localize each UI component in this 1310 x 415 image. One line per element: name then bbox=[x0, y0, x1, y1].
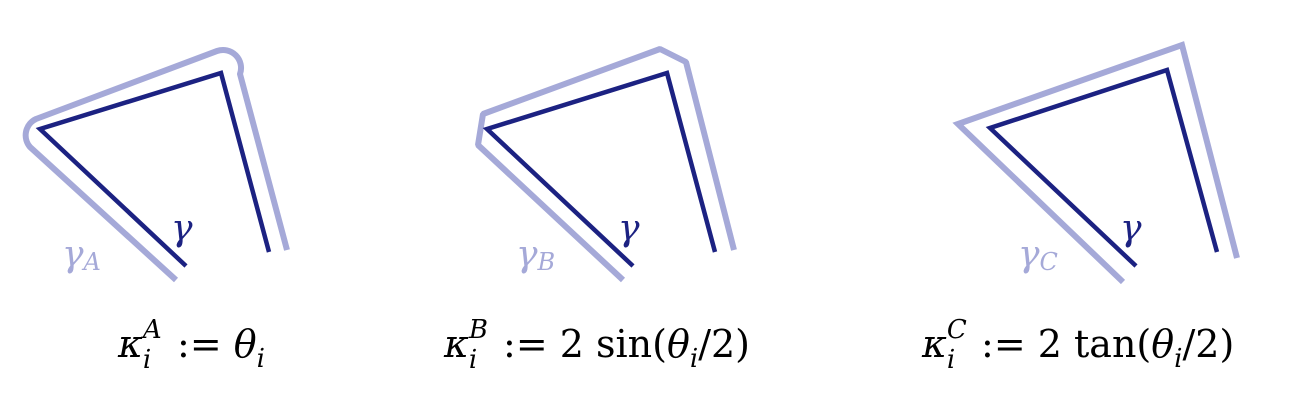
formula-c-defeq: := bbox=[981, 322, 1026, 366]
formula-a-subscript: i bbox=[142, 345, 152, 375]
offset-curve-b bbox=[475, 46, 737, 283]
label-gamma-offset-b-base: γ bbox=[516, 234, 538, 275]
curve-gamma-c bbox=[985, 67, 1220, 268]
formula-a-kappa: κ bbox=[118, 322, 143, 366]
formula-b-superscript: B bbox=[468, 315, 489, 345]
label-gamma-c: γ bbox=[1120, 208, 1142, 249]
panel-a: γ γA bbox=[22, 46, 290, 283]
formula-c-kappa: κ bbox=[922, 322, 947, 366]
label-gamma-offset-b: γB bbox=[516, 234, 555, 276]
label-gamma-offset-a-sub: A bbox=[82, 248, 101, 276]
label-gamma-offset-c: γC bbox=[1018, 234, 1058, 276]
curve-gamma-a bbox=[35, 70, 272, 268]
label-gamma-offset-a: γA bbox=[62, 234, 101, 276]
formula-c-superscript: C bbox=[946, 315, 967, 345]
formula-c-theta: θ bbox=[1151, 322, 1175, 366]
formula-b-subscript: i bbox=[468, 345, 478, 375]
formula-b-theta: θ bbox=[666, 322, 690, 366]
formula-c-subscript: i bbox=[946, 345, 956, 375]
offset-curve-a bbox=[22, 46, 290, 283]
formula-a-theta-sub: i bbox=[256, 344, 265, 374]
formula-a-defeq: := bbox=[177, 322, 222, 366]
formula-c-prefix: 2 tan( bbox=[1037, 322, 1152, 366]
offset-curve-c bbox=[952, 41, 1240, 285]
formula-b-prefix: 2 sin( bbox=[559, 322, 667, 366]
label-gamma-offset-c-base: γ bbox=[1018, 234, 1040, 275]
formula-b-suffix: /2) bbox=[698, 322, 751, 366]
label-gamma-offset-b-sub: B bbox=[537, 248, 556, 276]
formula-b-kappa: κ bbox=[444, 322, 469, 366]
formula-a-theta: θ bbox=[233, 322, 257, 366]
formula-b-theta-sub: i bbox=[689, 344, 699, 374]
formula-a-superscript: A bbox=[142, 315, 162, 345]
panel-b: γ γB bbox=[475, 46, 737, 283]
curve-gamma-b bbox=[482, 70, 718, 268]
label-gamma-a: γ bbox=[171, 208, 193, 249]
formula-c-suffix: /2) bbox=[1182, 322, 1235, 366]
label-gamma-b: γ bbox=[618, 208, 640, 249]
panel-c: γ γC bbox=[952, 41, 1240, 285]
formula-c-theta-sub: i bbox=[1174, 344, 1183, 374]
label-gamma-offset-a-base: γ bbox=[62, 234, 84, 275]
label-gamma-offset-c-sub: C bbox=[1040, 248, 1058, 276]
formula-b-defeq: := bbox=[503, 322, 548, 366]
